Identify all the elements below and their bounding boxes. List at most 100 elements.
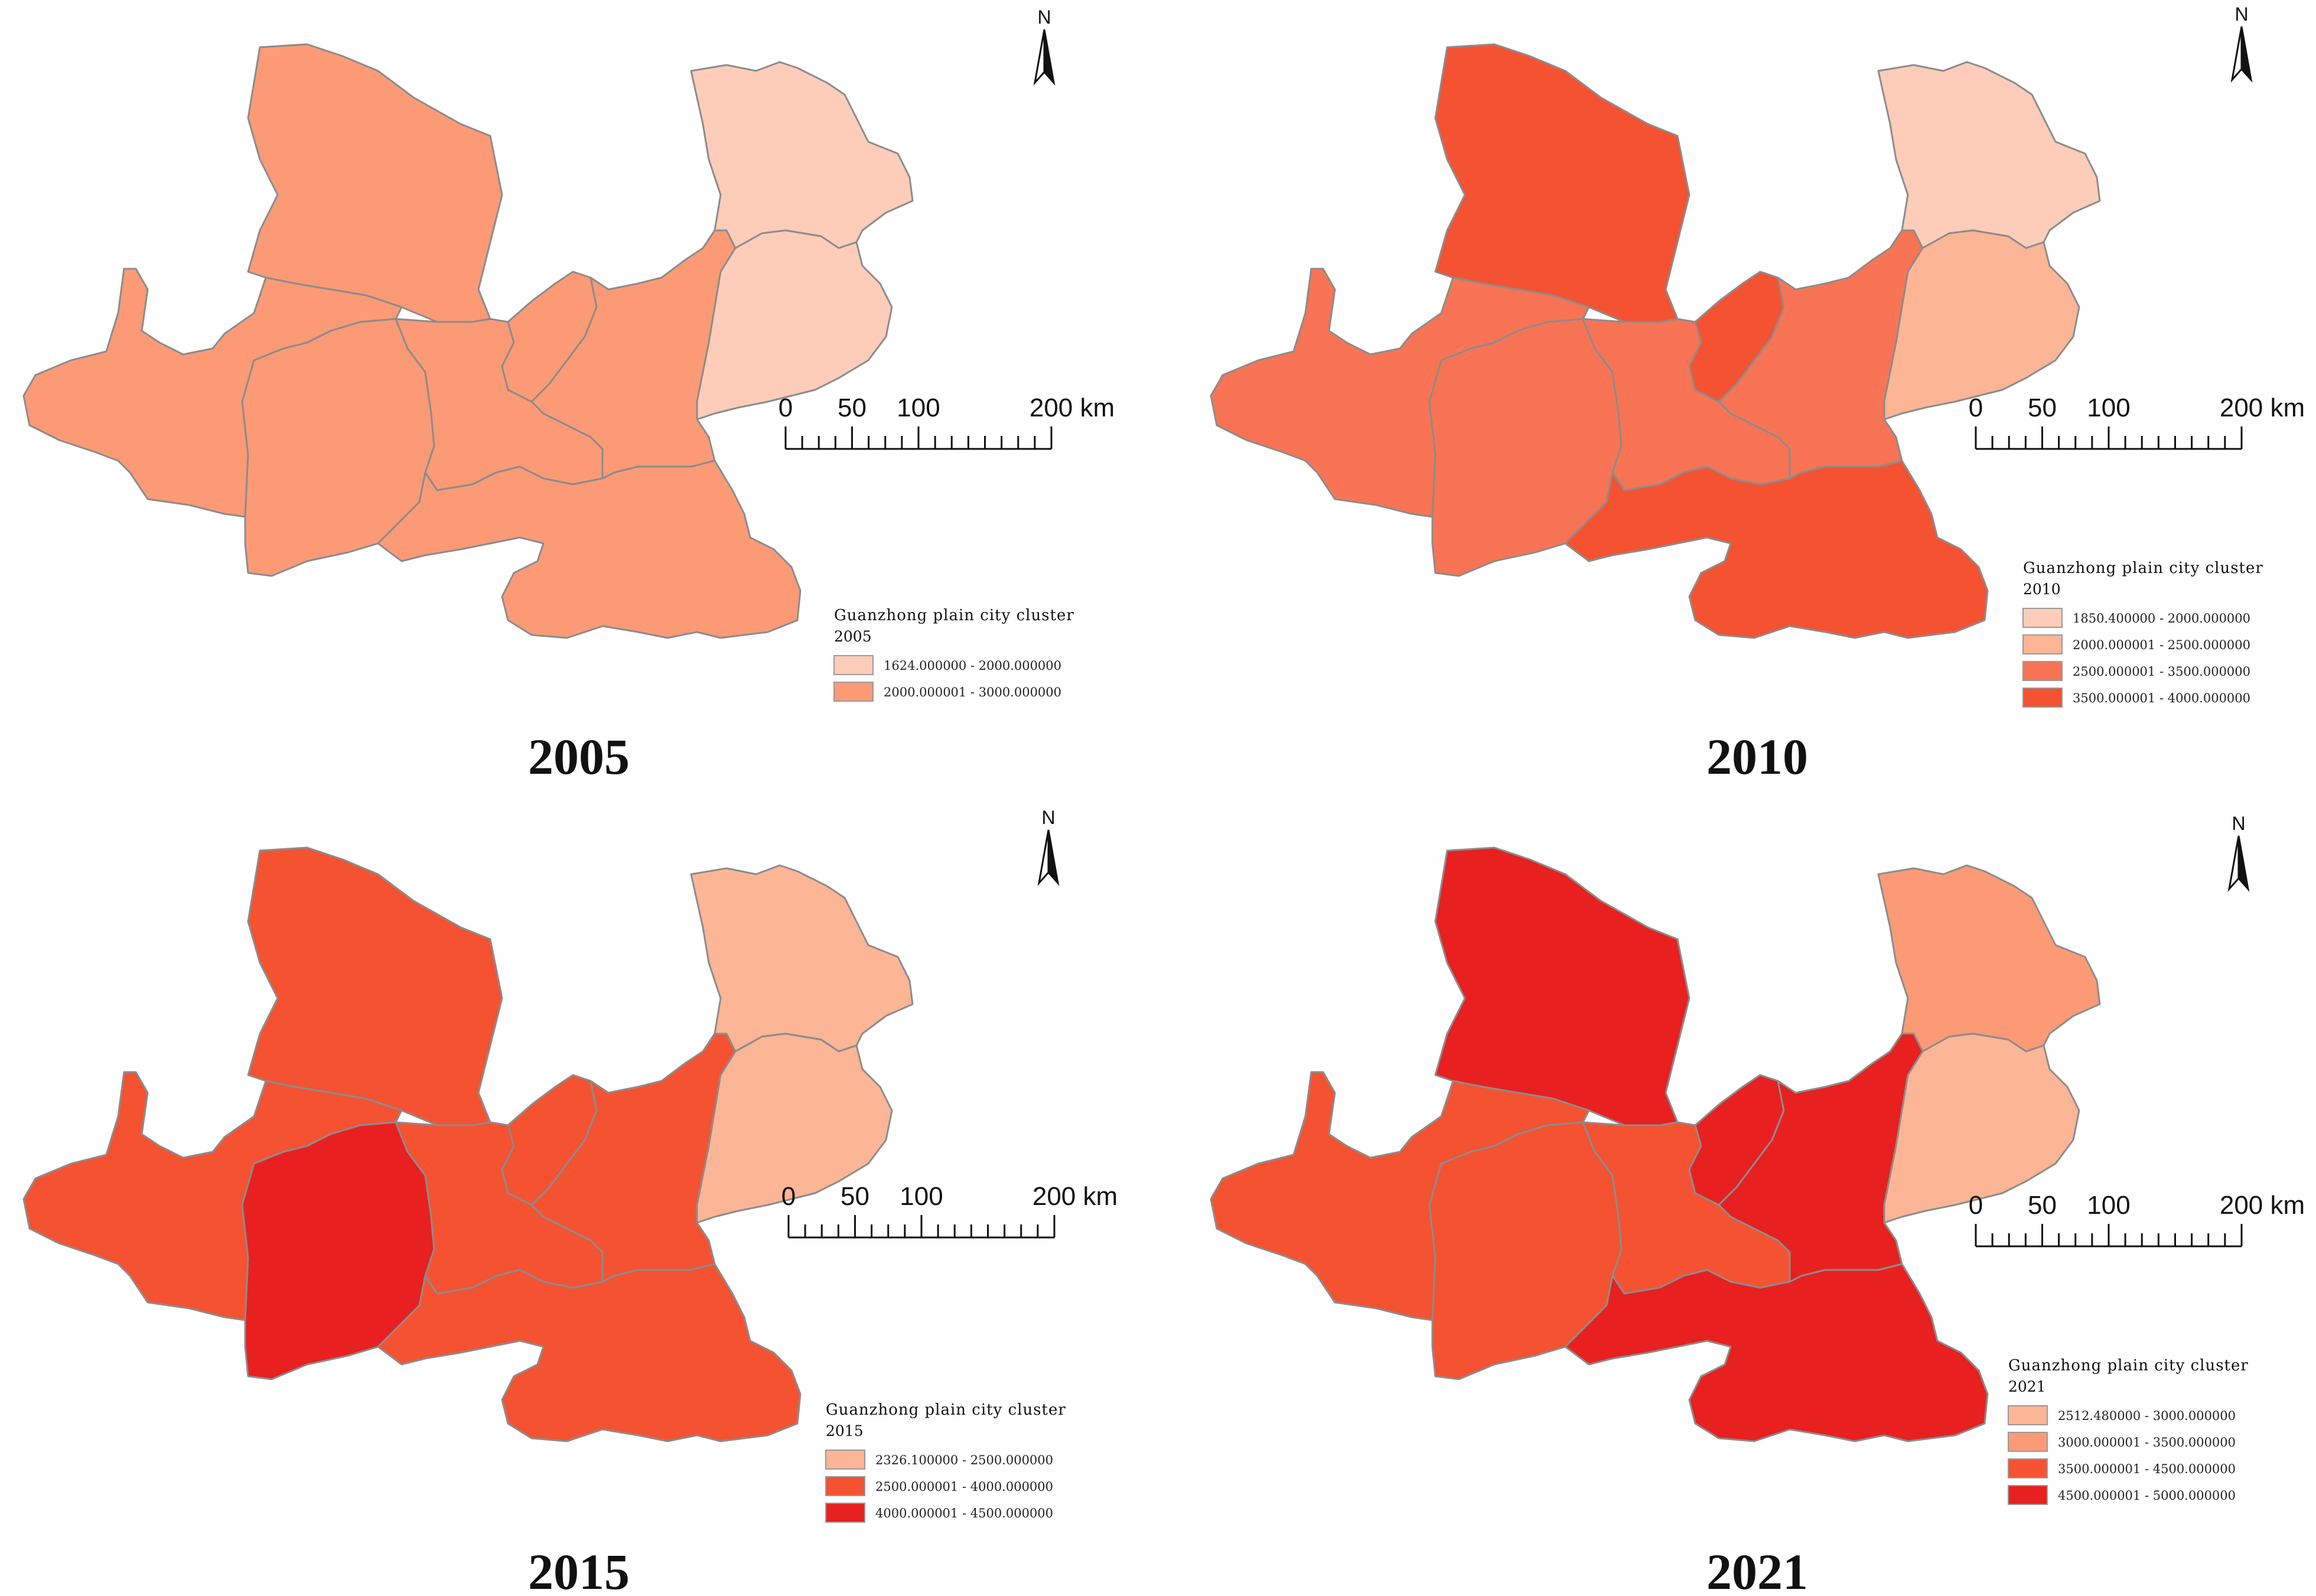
scale-label: 200 km [1032,1182,1118,1211]
scale-label: 200 km [2220,1191,2305,1220]
north-label: N [2232,813,2245,834]
region-south [377,460,802,639]
legend-class-label: 2500.000001 - 4000.000000 [875,1480,1053,1494]
choropleth-map [1210,846,2101,1442]
legend-swatch [2022,634,2063,654]
north-label: N [1041,807,1055,828]
legend-class-label: 1624.000000 - 2000.000000 [884,659,1061,673]
region-ne_upper [1877,864,2101,1053]
scale-bar: 0 50 100 200 km [1969,1191,2305,1248]
year-caption: 2015 [528,1543,630,1596]
region-south [1564,460,1989,639]
region-ne_upper [690,864,914,1053]
region-ne_upper [1877,61,2101,249]
scale-bar: 0 50 100 200 km [1969,393,2305,450]
map-panel-2015: N 0 50 100 200 km Guanzhong plain city cluste… [22,807,1118,1596]
legend-class-label: 2000.000001 - 2500.000000 [2073,638,2250,652]
region-east [530,1032,737,1283]
scale-label: 100 [897,393,940,422]
legend-swatch [825,1503,865,1523]
legend-title: Guanzhong plain city cluster [834,607,1074,624]
scale-label: 0 [1969,393,1983,422]
north-label: N [2234,4,2248,25]
region-ne_lower [696,1032,893,1224]
legend-swatch [2008,1458,2048,1478]
legend-class-label: 2500.000001 - 3500.000000 [2073,665,2250,679]
region-south [377,1263,802,1442]
north-label: N [1037,6,1051,28]
legend-class-label: 1850.400000 - 2000.000000 [2073,611,2250,626]
map-panel-2021: N 0 50 100 200 km Guanzhong plain city cluste… [1210,813,2305,1596]
legend-class-label: 2000.000001 - 3000.000000 [884,685,1061,699]
legend-title: Guanzhong plain city cluster [2023,559,2263,577]
region-north [247,43,503,323]
region-south [1564,1263,1989,1442]
region-north [247,846,503,1126]
region-ne_lower [1883,229,2080,421]
legend-swatch [825,1450,865,1470]
legend: Guanzhong plain city cluster 2005 1624.000… [833,607,1074,702]
year-caption: 2010 [1706,728,1808,785]
north-arrow: N [2230,4,2253,83]
north-arrow-icon [1037,829,1050,886]
choropleth-map [1210,43,2101,639]
scale-label: 200 km [1030,393,1115,422]
legend: Guanzhong plain city cluster 2015 2326.100… [825,1401,1066,1523]
map-panel-2005: N 0 50 100 200 km Guanzhong plain city cluste… [22,6,1115,785]
legend-swatch [2008,1405,2048,1425]
region-east [530,229,737,480]
legend-swatch [825,1476,865,1496]
legend-swatch [833,682,874,702]
north-arrow: N [1037,807,1060,886]
legend-year: 2015 [826,1422,864,1439]
choropleth-map [22,43,914,639]
scale-label: 50 [838,393,867,422]
legend-class-label: 3500.000001 - 4500.000000 [2058,1462,2236,1476]
scale-label: 0 [778,393,793,422]
legend-class-label: 3500.000001 - 4000.000000 [2073,691,2250,705]
legend-swatch [2022,661,2063,681]
north-arrow-icon [2230,26,2243,83]
legend-swatch [2008,1432,2048,1452]
region-north [1434,846,1690,1126]
legend-class-label: 4000.000001 - 4500.000000 [875,1506,1053,1520]
scale-label: 100 [900,1182,943,1211]
legend-class-label: 2326.100000 - 2500.000000 [875,1453,1053,1467]
region-north [1434,43,1690,323]
legend: Guanzhong plain city cluster 2021 2512.480… [2008,1357,2249,1505]
region-ne_lower [1883,1032,2080,1224]
year-caption: 2021 [1706,1543,1808,1596]
north-arrow: N [2227,813,2250,892]
scale-label: 0 [1969,1191,1983,1220]
legend-class-label: 4500.000001 - 5000.000000 [2058,1488,2236,1503]
scale-bar: 0 50 100 200 km [781,1182,1118,1239]
legend: Guanzhong plain city cluster 2010 1850.400… [2022,559,2263,708]
legend-title: Guanzhong plain city cluster [2008,1357,2249,1374]
scale-label: 50 [2028,393,2057,422]
north-arrow: N [1033,6,1056,86]
scale-bar: 0 50 100 200 km [778,393,1115,450]
legend-year: 2021 [2008,1378,2046,1395]
legend-year: 2005 [834,628,872,645]
legend-swatch [2022,608,2063,628]
legend-swatch [833,655,874,675]
legend-class-label: 2512.480000 - 3000.000000 [2058,1409,2236,1423]
legend-swatch [2022,688,2063,708]
region-ne_lower [696,229,893,421]
legend-year: 2010 [2023,581,2061,598]
year-caption: 2005 [528,728,630,785]
region-ne_upper [690,61,914,249]
choropleth-map [22,846,914,1442]
scale-label: 200 km [2220,393,2305,422]
scale-label: 50 [2028,1191,2057,1220]
legend-class-label: 3000.000001 - 3500.000000 [2058,1435,2236,1450]
region-east [1718,229,1924,480]
scale-label: 0 [781,1182,796,1211]
north-arrow-icon [1033,29,1045,86]
north-arrow-icon [2227,835,2240,892]
scale-label: 100 [2087,393,2130,422]
scale-label: 100 [2087,1191,2130,1220]
legend-title: Guanzhong plain city cluster [826,1401,1066,1419]
scale-label: 50 [841,1182,869,1211]
